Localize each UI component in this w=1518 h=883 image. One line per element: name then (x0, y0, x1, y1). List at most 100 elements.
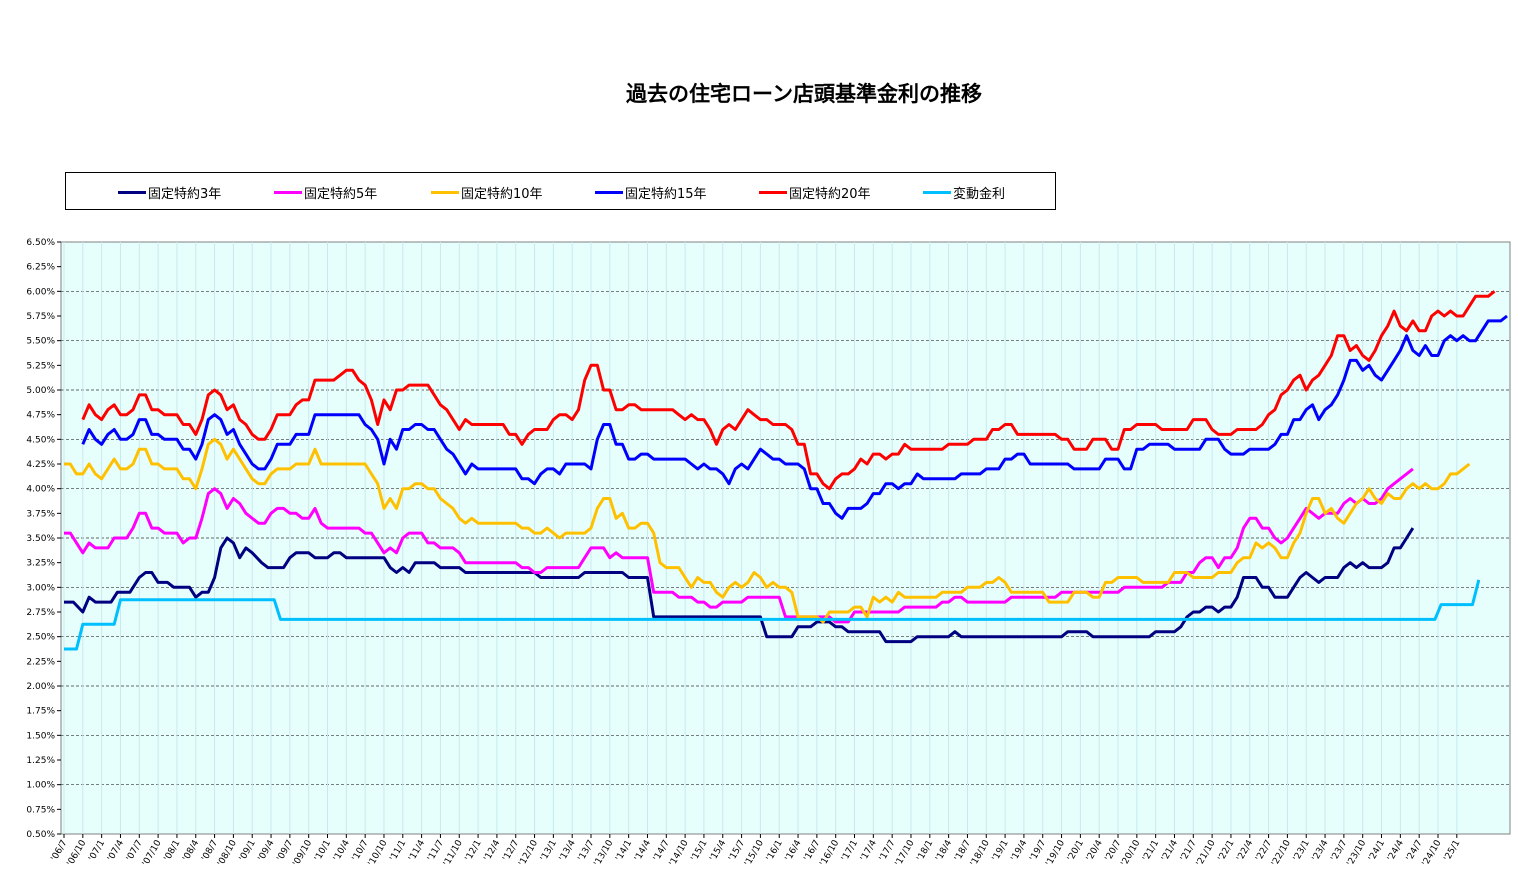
x-tick-label: '14/1 (614, 839, 634, 864)
x-tick-label: '09/4 (257, 838, 277, 863)
y-tick-label: 3.50% (26, 534, 55, 544)
y-tick-label: 4.25% (26, 460, 55, 470)
y-tick-label: 5.25% (26, 361, 55, 371)
x-tick-label: '13/1 (539, 839, 559, 864)
y-tick-label: 2.25% (26, 657, 55, 667)
legend-label: 固定特約5年 (304, 186, 378, 202)
x-tick-label: '19/4 (1010, 838, 1030, 863)
x-tick-label: '12/1 (464, 839, 484, 864)
x-tick-label: '23/10 (1345, 838, 1368, 868)
x-tick-label: '13/10 (593, 838, 616, 868)
y-tick-label: 2.00% (26, 682, 55, 692)
x-tick-label: '20/1 (1066, 839, 1086, 864)
legend-label: 固定特約15年 (625, 186, 707, 202)
x-tick-label: '21/10 (1195, 838, 1218, 868)
legend-label: 変動金利 (953, 186, 1006, 202)
x-tick-label: '12/4 (482, 838, 502, 863)
x-tick-label: '10/10 (367, 838, 390, 868)
x-tick-label: '09/1 (238, 839, 258, 864)
x-tick-label: '24/1 (1367, 839, 1387, 864)
y-tick-label: 2.75% (26, 608, 55, 618)
x-tick-label: '06/10 (66, 838, 89, 868)
x-tick-label: '12/10 (517, 838, 540, 868)
x-guides (63, 242, 1458, 834)
legend-item-fixed-10y: 固定特約10年 (431, 184, 543, 202)
x-tick-label: '16/4 (784, 838, 804, 863)
x-tick-label: '08/1 (163, 839, 183, 864)
y-tick-label: 4.75% (26, 411, 55, 421)
y-tick-label: 0.50% (26, 830, 55, 840)
series-line-3 (81, 314, 1508, 520)
y-tick-label: 3.25% (26, 559, 55, 569)
y-tick-label: 3.00% (26, 583, 55, 593)
y-tick-label: 0.75% (26, 805, 55, 815)
legend-swatch (274, 190, 302, 194)
series-lines (64, 290, 1508, 651)
x-tick-label: '24/4 (1386, 838, 1406, 863)
x-tick-label: '22/4 (1235, 838, 1255, 863)
series-line-0 (64, 527, 1415, 644)
series-line-4 (81, 290, 1496, 491)
y-tick-label: 1.00% (26, 781, 55, 791)
x-tick-label: '15/10 (743, 838, 766, 868)
y-tick-label: 1.75% (26, 707, 55, 717)
series-line-1 (64, 467, 1414, 624)
y-tick-label: 1.50% (26, 731, 55, 741)
legend: 固定特約3年 固定特約5年 固定特約10年 固定特約15年 固定特約20年 変動… (65, 172, 1056, 210)
y-tick-label: 5.50% (26, 337, 55, 347)
x-tick-label: '13/4 (558, 838, 578, 863)
legend-swatch (759, 190, 787, 194)
x-tick-label: '09/10 (291, 838, 314, 868)
x-tick-label: '15/1 (690, 839, 710, 864)
x-tick-label: '24/10 (1421, 838, 1444, 868)
x-tick-label: '08/10 (216, 838, 239, 868)
x-tick-label: '10/4 (332, 838, 352, 863)
legend-swatch (923, 190, 951, 194)
x-tick-label: '21/4 (1160, 838, 1180, 863)
y-tick-label: 3.75% (26, 509, 55, 519)
x-tick-label: '22/10 (1270, 838, 1293, 868)
legend-swatch (431, 190, 459, 194)
x-tick-label: '23/4 (1311, 838, 1331, 863)
legend-label: 固定特約10年 (461, 186, 543, 202)
x-tick-label: '11/4 (407, 838, 427, 863)
x-tick-label: '15/4 (708, 838, 728, 863)
x-tick-label: '16/10 (818, 838, 841, 868)
x-tick-label: '18/4 (934, 838, 954, 863)
x-tick-label: '17/10 (894, 838, 917, 868)
x-tick-label: '20/4 (1085, 838, 1105, 863)
x-tick-label: '21/1 (1141, 839, 1161, 864)
legend-swatch (595, 190, 623, 194)
legend-item-fixed-15y: 固定特約15年 (595, 184, 707, 202)
y-tick-label: 1.25% (26, 756, 55, 766)
x-tick-label: '08/4 (181, 838, 201, 863)
x-tick-label: '16/1 (765, 839, 785, 864)
x-tick-label: '14/10 (668, 838, 691, 868)
legend-item-fixed-20y: 固定特約20年 (759, 184, 871, 202)
x-tick-label: '17/1 (840, 839, 860, 864)
x-tick-label: '20/10 (1120, 838, 1143, 868)
y-tick-label: 4.00% (26, 485, 55, 495)
x-tick-label: '17/4 (859, 838, 879, 863)
y-tick-label: 6.50% (26, 238, 55, 248)
x-tick-label: '19/10 (1044, 838, 1067, 868)
legend-item-fixed-5y: 固定特約5年 (274, 184, 378, 202)
x-tick-label: '11/10 (442, 838, 465, 868)
y-tick-label: 6.00% (26, 287, 55, 297)
x-tick-label: '18/1 (915, 839, 935, 864)
x-tick-label: '14/4 (633, 838, 653, 863)
x-tick-label: '10/1 (313, 839, 333, 864)
x-tick-label: '18/10 (969, 838, 992, 868)
y-axis: 0.50% 0.75% 1.00% 1.25% 1.50% 1.75% 2.00% 2.25%… (26, 238, 61, 840)
y-tick-label: 2.50% (26, 633, 55, 643)
series-line-2 (64, 437, 1471, 624)
legend-label: 固定特約20年 (789, 186, 871, 202)
y-tick-label: 5.75% (26, 312, 55, 322)
x-axis: '06/7'06/10'07/1'07/4'07/7'07/10'08/1'08… (50, 834, 1462, 868)
legend-item-fixed-3y: 固定特約3年 (118, 184, 221, 202)
legend-swatch (118, 190, 146, 194)
y-tick-label: 4.50% (26, 435, 55, 445)
chart-title: 過去の住宅ローン店頭基準金利の推移 (626, 82, 982, 106)
x-tick-label: '23/1 (1292, 839, 1312, 864)
